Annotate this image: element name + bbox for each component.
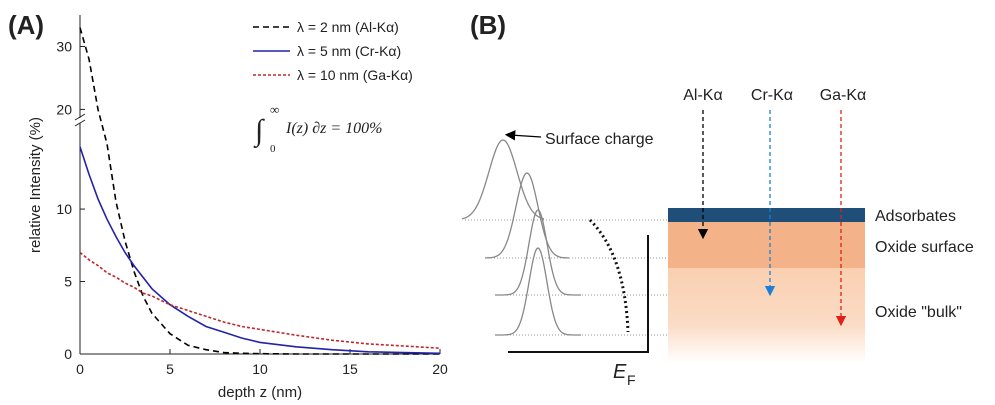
layer-label: Adsorbates (875, 208, 956, 225)
legend-label: λ = 2 nm (Al-Kα) (297, 19, 399, 35)
fermi-symbol: E (613, 361, 627, 383)
layer-label: Oxide surface (875, 239, 974, 256)
fermi-curve (588, 218, 630, 333)
axis-break (74, 119, 86, 127)
levels (465, 219, 668, 336)
bulk-layer (668, 268, 865, 363)
x-tick-label: 20 (432, 361, 448, 377)
x-axis-label: depth z (nm) (218, 384, 302, 401)
charge-distributions (461, 139, 581, 336)
legend-label: λ = 10 nm (Ga-Kα) (297, 67, 413, 83)
y-axis-label: relative Intensity (%) (27, 117, 44, 253)
panel-label: (A) (8, 10, 44, 40)
surface-charge-arrow (504, 130, 542, 141)
surface-charge-label: Surface charge (545, 131, 654, 148)
source-label: Ga-Kα (820, 87, 867, 104)
y-tick-label: 10 (56, 201, 72, 217)
x-tick-label: 5 (166, 361, 174, 377)
surface-layer (668, 222, 865, 268)
source-label: Cr-Kα (751, 87, 793, 104)
y-tick-label: 0 (64, 346, 72, 362)
fermi-subscript: F (627, 372, 636, 388)
energy-axes (508, 235, 649, 353)
source-label: Al-Kα (683, 87, 722, 104)
integral-upper: ∞ (270, 102, 279, 117)
data-line (79, 251, 441, 349)
panel-label: (B) (470, 10, 506, 40)
gaussian (461, 139, 545, 220)
data-line (79, 27, 440, 355)
gaussian (495, 209, 581, 296)
formula: ∫ 0 ∞ I(z) ∂z = 100% (253, 102, 382, 155)
legend-label: λ = 5 nm (Cr-Kα) (297, 43, 401, 59)
integral-expression: I(z) ∂z = 100% (285, 120, 382, 137)
integral-lower: 0 (270, 143, 276, 155)
y-tick-label: 30 (56, 38, 72, 54)
adsorbate-layer (668, 208, 865, 222)
x-tick-label: 10 (252, 361, 268, 377)
x-tick-label: 0 (76, 361, 84, 377)
integral-sign: ∫ (253, 114, 265, 149)
y-tick-label: 5 (64, 274, 72, 290)
gaussian (495, 247, 581, 336)
x-tick-label: 15 (342, 361, 358, 377)
layer-label: Oxide "bulk" (875, 304, 962, 321)
gaussian (485, 172, 569, 259)
y-tick-label: 20 (56, 101, 72, 117)
data-line (79, 146, 441, 355)
panel-b: (B) E F Surface charge Al-Kα Cr-Kα Ga-Kα… (461, 10, 974, 388)
axis-break (74, 113, 86, 121)
